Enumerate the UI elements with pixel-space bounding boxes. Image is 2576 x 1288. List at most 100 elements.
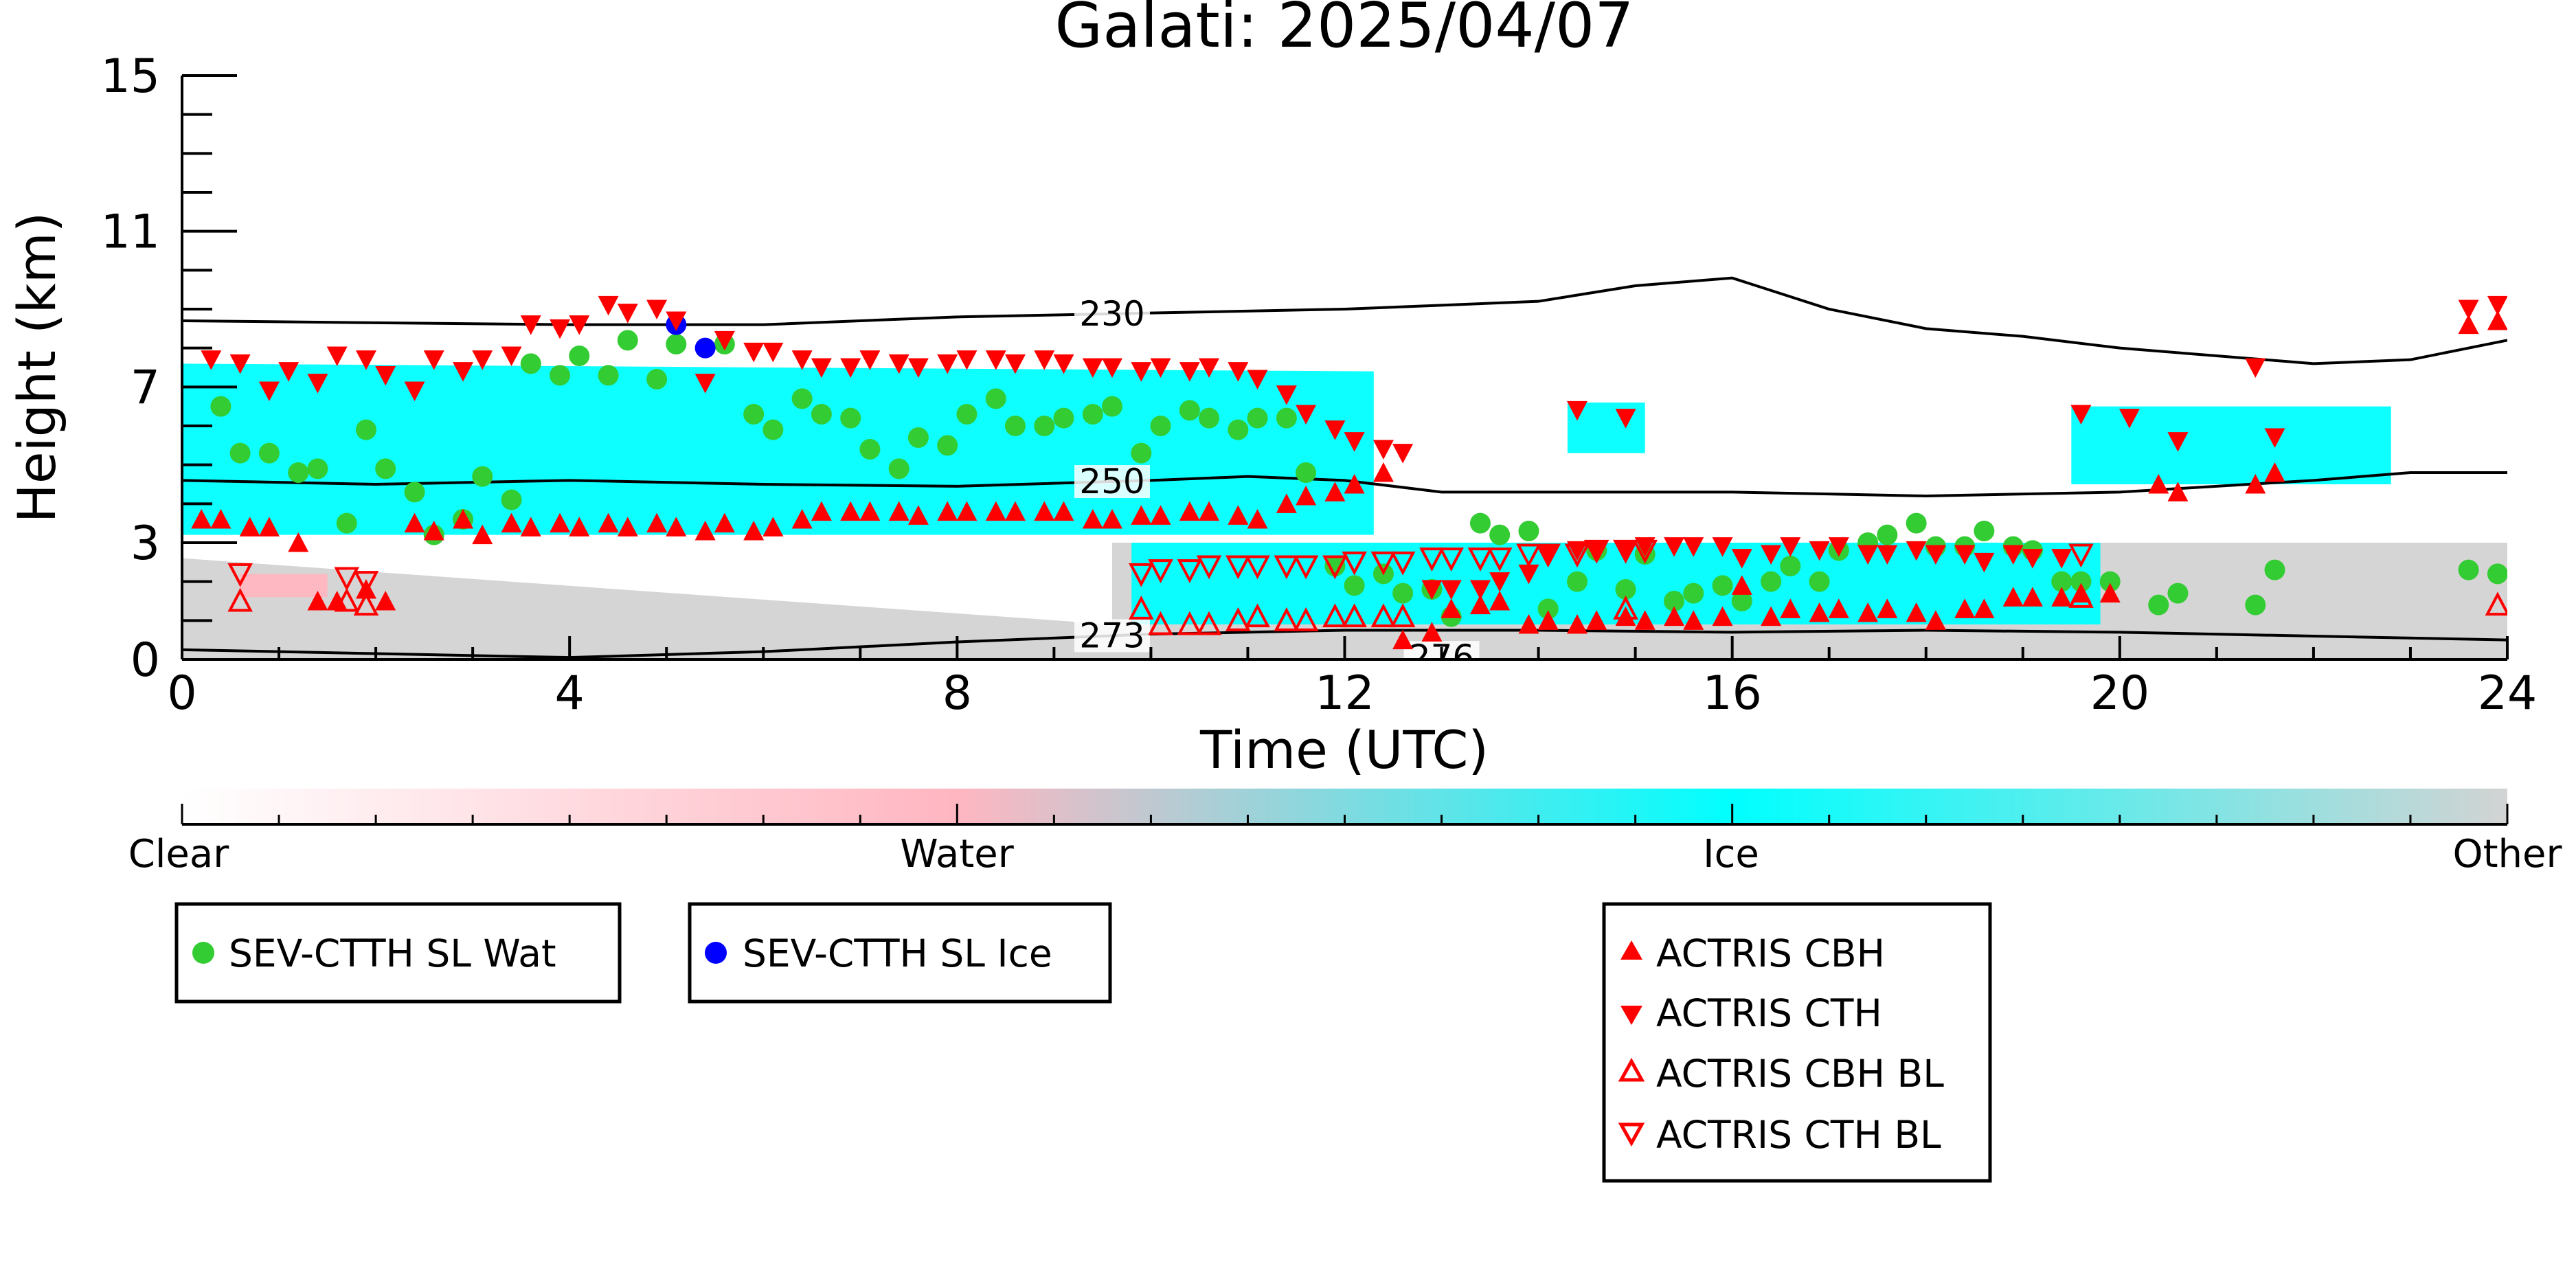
y-tick-label: 15 [100, 49, 160, 104]
marker-actris-cbh [1102, 509, 1122, 529]
x-tick-label: 16 [1702, 666, 1762, 721]
marker-actris-cth-bl [1342, 551, 1367, 576]
legend-box [174, 902, 622, 1004]
marker-actris-cth [2051, 549, 2072, 569]
x-axis-label: Time (UTC) [1199, 719, 1489, 780]
marker-actris-cbh [1925, 610, 1946, 630]
marker-sev-wat [2458, 559, 2479, 580]
marker-sev-wat [1537, 598, 1559, 620]
marker-actris-cbh [258, 517, 280, 536]
marker-actris-cbh [1247, 509, 1268, 529]
marker-actris-cth [307, 374, 328, 394]
isotherm-label-bg [1074, 297, 1150, 330]
marker-actris-cth [1567, 400, 1588, 421]
legend-marker-filled-triangle-up [1620, 940, 1642, 960]
marker-actris-cbh [307, 591, 328, 611]
marker-actris-cth [1780, 537, 1801, 557]
marker-actris-cbh [569, 517, 590, 536]
marker-actris-cbh [210, 509, 231, 529]
legend-sev-ice: SEV-CTTH SL Ice [688, 902, 1112, 1004]
marker-actris-cth [1586, 541, 1607, 561]
marker-actris-cth [666, 311, 687, 331]
y-tick-label: 3 [131, 517, 160, 571]
marker-actris-cbh [453, 509, 474, 529]
marker-actris-cth [1664, 537, 1685, 557]
marker-actris-cth [1877, 545, 1898, 565]
marker-actris-cth [423, 350, 444, 370]
marker-sev-wat [2167, 583, 2189, 604]
marker-actris-cbh-bl [1390, 603, 1416, 628]
marker-actris-cth [201, 350, 222, 370]
marker-sev-wat [1683, 583, 1704, 604]
marker-sev-wat [1518, 521, 1539, 541]
colorbar-ticks [181, 804, 2509, 824]
marker-actris-cbh [840, 501, 861, 521]
marker-actris-cth [1683, 537, 1704, 557]
marker-actris-cbh [714, 512, 735, 533]
marker-actris-cth [1615, 409, 1636, 429]
x-tick-label: 12 [1315, 666, 1375, 721]
marker-actris-cth [1761, 545, 1782, 565]
marker-sev-wat [375, 458, 396, 479]
marker-sev-wat [1761, 571, 1782, 592]
marker-sev-wat [2148, 594, 2169, 615]
marker-sev-wat [2099, 571, 2121, 592]
marker-sev-wat [1004, 416, 1026, 436]
marker-actris-cbh [1567, 614, 1588, 634]
marker-actris-cbh [239, 517, 260, 536]
marker-actris-cbh-bl [1177, 611, 1203, 635]
marker-actris-cth [1974, 552, 1995, 573]
legend-label-sev-ice: SEV-CTTH SL Ice [743, 931, 1052, 975]
marker-sev-wat [937, 435, 958, 456]
marker-actris-cbh-bl [2485, 591, 2507, 616]
marker-actris-cbh [937, 501, 958, 521]
marker-sev-wat [666, 334, 687, 354]
marker-actris-cth [1179, 362, 1200, 382]
marker-actris-cth [2167, 432, 2189, 452]
marker-actris-cth-bl [227, 563, 253, 587]
marker-actris-cbh [1586, 610, 1607, 630]
marker-actris-cbh [501, 512, 522, 533]
marker-actris-cth-bl [1225, 555, 1251, 580]
marker-actris-cth [714, 330, 735, 351]
marker-actris-cbh [2167, 482, 2189, 501]
marker-actris-cbh [1199, 501, 1220, 521]
marker-sev-wat [1712, 575, 1733, 596]
marker-actris-cth [1518, 564, 1539, 585]
marker-sev-wat [956, 404, 978, 425]
marker-actris-cbh [888, 501, 909, 521]
marker-actris-cth-bl [2068, 543, 2094, 568]
marker-actris-cth-bl [1613, 539, 1638, 564]
marker-actris-cth [1489, 572, 1511, 592]
isotherm-label-bg [1074, 465, 1150, 499]
marker-actris-cth [1392, 444, 1414, 464]
marker-actris-cbh-bl [1148, 611, 1173, 635]
marker-actris-cbh [472, 524, 493, 545]
marker-sev-wat [1228, 419, 1249, 440]
marker-actris-cth [937, 354, 958, 374]
marker-actris-cth-bl [1516, 543, 1541, 568]
marker-actris-cth-bl [1632, 539, 1658, 564]
marker-actris-cbh [956, 501, 978, 521]
marker-sev-wat [472, 466, 493, 487]
marker-sev-wat [2070, 571, 2092, 592]
marker-actris-cbh [907, 505, 929, 525]
marker-actris-cbh [1731, 575, 1752, 595]
marker-actris-cth [888, 354, 909, 374]
marker-sev-wat [1615, 579, 1636, 600]
marker-actris-cbh-bl [1322, 603, 1348, 628]
marker-actris-cbh [1034, 501, 1055, 521]
marker-actris-cbh-bl [2068, 584, 2094, 608]
marker-actris-cbh [423, 521, 444, 541]
marker-actris-cbh [2148, 474, 2169, 494]
marker-sev-wat [1731, 591, 1752, 611]
marker-actris-cth [258, 381, 280, 401]
marker-actris-cth [791, 350, 813, 370]
marker-actris-cbh-bl [1225, 607, 1251, 631]
marker-actris-cbh [1712, 606, 1733, 626]
colorbar: Clear Water Ice Other [128, 789, 2562, 877]
marker-actris-cbh [1440, 598, 1462, 618]
marker-actris-cbh [2022, 587, 2043, 607]
marker-sev-wat [1392, 583, 1414, 604]
marker-actris-cth [840, 358, 861, 378]
